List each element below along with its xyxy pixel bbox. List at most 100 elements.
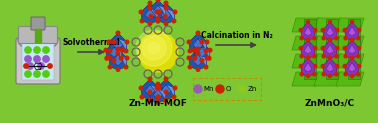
- Polygon shape: [326, 19, 338, 43]
- Circle shape: [321, 64, 324, 68]
- Polygon shape: [194, 42, 210, 61]
- Circle shape: [43, 71, 49, 77]
- Circle shape: [149, 15, 153, 18]
- Circle shape: [157, 10, 161, 14]
- Circle shape: [25, 56, 31, 62]
- Circle shape: [48, 64, 52, 68]
- Circle shape: [140, 19, 144, 23]
- Circle shape: [157, 86, 161, 90]
- Circle shape: [108, 49, 112, 53]
- Circle shape: [343, 46, 346, 50]
- Circle shape: [156, 17, 160, 20]
- Circle shape: [358, 46, 361, 50]
- Polygon shape: [113, 54, 123, 66]
- Circle shape: [148, 98, 152, 101]
- Polygon shape: [158, 5, 166, 16]
- Polygon shape: [157, 79, 175, 100]
- Polygon shape: [326, 55, 338, 79]
- Circle shape: [307, 56, 310, 60]
- Polygon shape: [113, 38, 123, 50]
- Polygon shape: [326, 26, 334, 36]
- Polygon shape: [150, 85, 159, 97]
- Circle shape: [200, 40, 204, 44]
- Polygon shape: [153, 5, 163, 15]
- Polygon shape: [345, 40, 359, 58]
- Bar: [35, 29, 41, 42]
- Circle shape: [139, 10, 143, 14]
- Circle shape: [322, 73, 325, 76]
- Polygon shape: [141, 79, 159, 100]
- Circle shape: [328, 74, 332, 78]
- Circle shape: [328, 20, 332, 24]
- Circle shape: [343, 64, 346, 68]
- Circle shape: [335, 55, 338, 58]
- Circle shape: [148, 1, 152, 5]
- Circle shape: [156, 101, 160, 104]
- Text: Zn: Zn: [248, 86, 257, 92]
- Circle shape: [300, 73, 303, 76]
- Polygon shape: [348, 37, 360, 61]
- Circle shape: [200, 59, 204, 62]
- Circle shape: [328, 56, 332, 60]
- Circle shape: [173, 86, 177, 90]
- Circle shape: [173, 10, 177, 14]
- Circle shape: [188, 49, 192, 53]
- Polygon shape: [336, 18, 364, 32]
- Circle shape: [357, 55, 360, 58]
- Circle shape: [343, 29, 346, 32]
- Circle shape: [187, 56, 191, 60]
- Circle shape: [124, 65, 128, 69]
- Polygon shape: [345, 22, 359, 40]
- Circle shape: [358, 64, 361, 68]
- Circle shape: [25, 71, 31, 77]
- Circle shape: [300, 55, 303, 58]
- Circle shape: [300, 37, 303, 40]
- Circle shape: [328, 38, 332, 42]
- Polygon shape: [304, 45, 312, 54]
- Polygon shape: [323, 40, 337, 58]
- Circle shape: [156, 19, 160, 23]
- Circle shape: [350, 56, 353, 60]
- Polygon shape: [141, 3, 159, 23]
- Circle shape: [196, 31, 200, 35]
- Circle shape: [205, 56, 209, 60]
- Circle shape: [350, 56, 353, 60]
- Polygon shape: [198, 54, 207, 67]
- Polygon shape: [292, 36, 320, 50]
- Circle shape: [104, 48, 108, 52]
- Circle shape: [350, 20, 353, 24]
- Polygon shape: [348, 55, 360, 79]
- Polygon shape: [292, 72, 320, 86]
- Circle shape: [350, 38, 353, 42]
- Circle shape: [238, 85, 246, 93]
- Circle shape: [335, 37, 338, 40]
- Circle shape: [321, 29, 324, 32]
- Polygon shape: [292, 18, 320, 32]
- Text: Mn: Mn: [203, 86, 214, 92]
- Polygon shape: [345, 58, 359, 76]
- Circle shape: [155, 10, 159, 14]
- Circle shape: [125, 40, 129, 44]
- FancyBboxPatch shape: [16, 38, 60, 84]
- Polygon shape: [304, 55, 316, 79]
- Circle shape: [164, 77, 168, 81]
- Circle shape: [216, 85, 224, 93]
- Polygon shape: [161, 85, 171, 96]
- Circle shape: [116, 47, 120, 51]
- Circle shape: [172, 95, 176, 99]
- Circle shape: [24, 64, 28, 68]
- Text: Calcination in N₂: Calcination in N₂: [201, 31, 273, 40]
- Circle shape: [187, 40, 191, 44]
- Circle shape: [208, 48, 212, 52]
- Polygon shape: [336, 72, 364, 86]
- Polygon shape: [150, 8, 159, 21]
- Polygon shape: [158, 89, 166, 100]
- Circle shape: [125, 56, 129, 60]
- Circle shape: [155, 86, 159, 90]
- Polygon shape: [304, 37, 316, 61]
- Polygon shape: [348, 19, 360, 43]
- Text: O: O: [226, 86, 231, 92]
- Polygon shape: [301, 40, 315, 58]
- Polygon shape: [326, 45, 334, 54]
- Circle shape: [105, 56, 108, 60]
